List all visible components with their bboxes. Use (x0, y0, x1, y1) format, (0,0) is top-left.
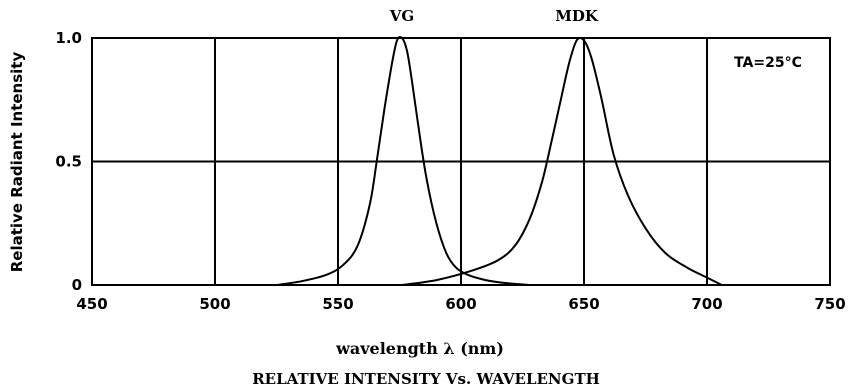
x-tick-label: 600 (445, 295, 476, 313)
curves (276, 36, 723, 286)
y-tick-label: 0 (72, 276, 82, 294)
tick-labels: 450 500 550 600 650 700 750 0 0.5 1.0 (55, 29, 845, 313)
grid (91, 37, 831, 286)
x-tick-label: 450 (76, 295, 107, 313)
y-tick-label: 0.5 (55, 153, 82, 171)
x-tick-label: 750 (814, 295, 845, 313)
series-line-mdk (401, 37, 723, 286)
series-line-vg (276, 36, 530, 286)
series-label-mdk: MDK (555, 7, 599, 25)
chart-title: RELATIVE INTENSITY Vs. WAVELENGTH (252, 370, 600, 388)
temperature-annotation: TA=25°C (734, 55, 802, 71)
series-label-vg: VG (389, 7, 414, 25)
x-tick-label: 650 (568, 295, 599, 313)
x-axis-label: wavelength λ (nm) (335, 339, 504, 358)
x-tick-label: 700 (691, 295, 722, 313)
x-tick-label: 500 (199, 295, 230, 313)
y-axis-label: Relative Radiant Intensity (8, 52, 26, 273)
y-tick-label: 1.0 (55, 29, 82, 47)
x-tick-label: 550 (322, 295, 353, 313)
